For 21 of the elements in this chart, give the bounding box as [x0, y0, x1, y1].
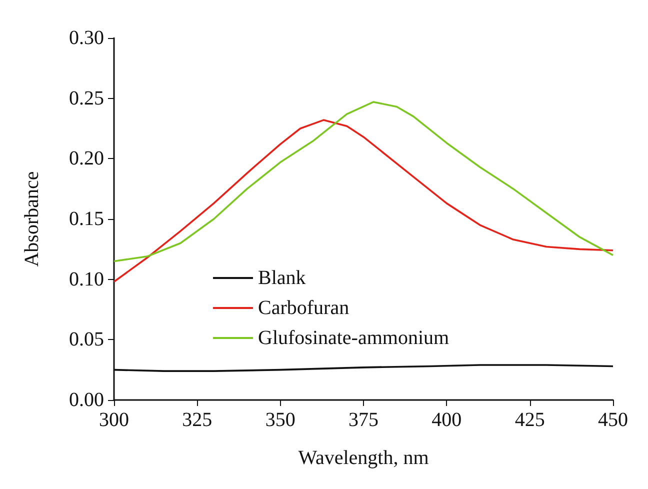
y-tick-label: 0.20 — [69, 148, 104, 170]
line-series — [113, 101, 614, 262]
legend-label: Blank — [258, 267, 306, 289]
y-tick-label: 0.30 — [69, 27, 104, 49]
x-axis-title: Wavelength, nm — [298, 447, 430, 469]
legend-label: Glufosinate-ammonium — [258, 327, 450, 349]
y-axis-title: Absorbance — [21, 171, 43, 267]
y-tick-label: 0.10 — [69, 268, 104, 290]
y-tick-label: 0.15 — [69, 208, 104, 230]
y-tick-label: 0.25 — [69, 87, 104, 110]
x-tick-label: 375 — [348, 409, 378, 431]
y-tick-label: 0.00 — [69, 389, 104, 411]
x-tick-label: 450 — [598, 409, 628, 431]
legend-label: Carbofuran — [258, 297, 350, 319]
line-series — [113, 119, 614, 283]
y-tick-label: 0.05 — [69, 328, 104, 351]
x-tick-label: 350 — [265, 409, 296, 431]
x-tick-label: 300 — [99, 409, 129, 431]
x-tick-label: 400 — [432, 409, 462, 431]
x-tick-label: 425 — [514, 409, 545, 431]
x-tick-label: 325 — [182, 409, 212, 431]
